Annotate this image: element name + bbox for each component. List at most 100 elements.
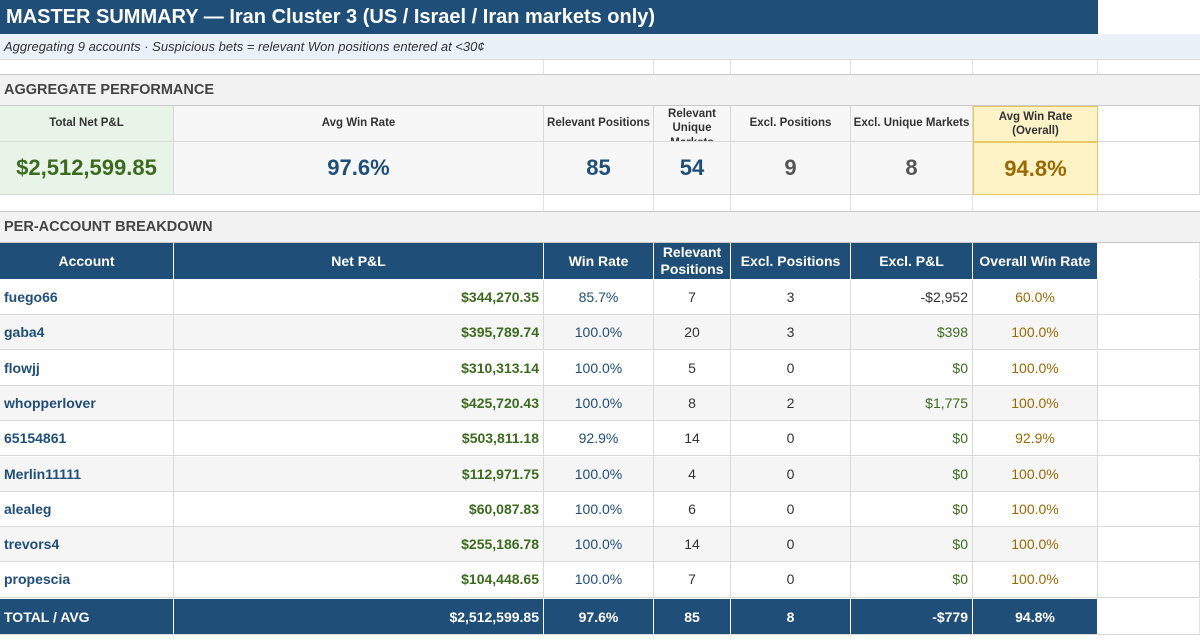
- empty-cell[interactable]: [1098, 456, 1200, 492]
- excl-positions-cell[interactable]: 0: [731, 350, 851, 386]
- net-pnl-cell[interactable]: $425,720.43: [174, 385, 544, 422]
- overall-win-rate-cell[interactable]: 100.0%: [973, 456, 1098, 492]
- sheet-subtitle[interactable]: Aggregating 9 accounts · Suspicious bets…: [0, 34, 1200, 60]
- empty-cell[interactable]: [1098, 350, 1200, 386]
- overall-win-rate-cell[interactable]: 60.0%: [973, 280, 1098, 316]
- excl-pnl-cell[interactable]: $0: [851, 527, 973, 563]
- aggregate-section-label[interactable]: AGGREGATE PERFORMANCE: [0, 74, 1200, 106]
- account-name-cell[interactable]: fuego66: [0, 280, 174, 316]
- overall-win-rate-cell[interactable]: 100.0%: [973, 527, 1098, 563]
- excl-pnl-cell[interactable]: -$2,952: [851, 280, 973, 316]
- relevant-positions-cell[interactable]: 7: [654, 562, 731, 598]
- account-name-cell[interactable]: trevors4: [0, 527, 174, 563]
- total-relevant-positions[interactable]: 85: [654, 599, 731, 635]
- agg-excl-positions[interactable]: 9: [731, 142, 851, 195]
- account-name-cell[interactable]: propescia: [0, 562, 174, 598]
- agg-header-total-net-pnl[interactable]: Total Net P&L: [0, 106, 174, 142]
- agg-excl-unique-markets[interactable]: 8: [851, 142, 973, 195]
- excl-pnl-cell[interactable]: $0: [851, 491, 973, 527]
- net-pnl-cell[interactable]: $395,789.74: [174, 315, 544, 351]
- agg-header-avg-win-rate[interactable]: Avg Win Rate: [174, 106, 544, 142]
- excl-pnl-cell[interactable]: $398: [851, 315, 973, 351]
- excl-pnl-cell[interactable]: $0: [851, 456, 973, 492]
- account-name-cell[interactable]: Merlin11111: [0, 456, 174, 492]
- relevant-positions-cell[interactable]: 8: [654, 385, 731, 422]
- account-name-cell[interactable]: flowjj: [0, 350, 174, 386]
- total-win-rate[interactable]: 97.6%: [544, 599, 654, 635]
- overall-win-rate-cell[interactable]: 92.9%: [973, 421, 1098, 457]
- excl-pnl-cell[interactable]: $0: [851, 421, 973, 457]
- agg-relevant-unique-markets[interactable]: 54: [654, 142, 731, 195]
- empty-cell[interactable]: [1098, 243, 1200, 279]
- win-rate-cell[interactable]: 100.0%: [544, 491, 654, 527]
- net-pnl-cell[interactable]: $255,186.78: [174, 527, 544, 563]
- win-rate-cell[interactable]: 100.0%: [544, 315, 654, 351]
- agg-avg-win-rate-overall[interactable]: 94.8%: [973, 142, 1098, 195]
- relevant-positions-cell[interactable]: 20: [654, 315, 731, 351]
- col-header-relevant-positions[interactable]: Relevant Positions: [654, 243, 731, 279]
- excl-positions-cell[interactable]: 0: [731, 491, 851, 527]
- excl-positions-cell[interactable]: 3: [731, 280, 851, 316]
- overall-win-rate-cell[interactable]: 100.0%: [973, 385, 1098, 422]
- excl-pnl-cell[interactable]: $1,775: [851, 385, 973, 422]
- agg-avg-win-rate[interactable]: 97.6%: [174, 142, 544, 195]
- account-name-cell[interactable]: alealeg: [0, 491, 174, 527]
- empty-cell[interactable]: [1098, 562, 1200, 598]
- relevant-positions-cell[interactable]: 4: [654, 456, 731, 492]
- win-rate-cell[interactable]: 100.0%: [544, 562, 654, 598]
- account-name-cell[interactable]: gaba4: [0, 315, 174, 351]
- overall-win-rate-cell[interactable]: 100.0%: [973, 350, 1098, 386]
- empty-cell[interactable]: [1098, 106, 1200, 142]
- total-excl-pnl[interactable]: -$779: [851, 599, 973, 635]
- col-header-account[interactable]: Account: [0, 243, 174, 279]
- overall-win-rate-cell[interactable]: 100.0%: [973, 491, 1098, 527]
- net-pnl-cell[interactable]: $104,448.65: [174, 562, 544, 598]
- excl-positions-cell[interactable]: 2: [731, 385, 851, 422]
- total-net-pnl[interactable]: $2,512,599.85: [174, 599, 544, 635]
- empty-cell[interactable]: [1098, 315, 1200, 351]
- net-pnl-cell[interactable]: $503,811.18: [174, 421, 544, 457]
- overall-win-rate-cell[interactable]: 100.0%: [973, 315, 1098, 351]
- agg-header-avg-win-rate-overall[interactable]: Avg Win Rate (Overall): [973, 106, 1098, 142]
- empty-cell[interactable]: [1098, 491, 1200, 527]
- account-name-cell[interactable]: whopperlover: [0, 385, 174, 422]
- breakdown-section-label[interactable]: PER-ACCOUNT BREAKDOWN: [0, 211, 1200, 243]
- relevant-positions-cell[interactable]: 14: [654, 527, 731, 563]
- agg-header-excl-unique-markets[interactable]: Excl. Unique Markets: [851, 106, 973, 142]
- total-overall-win-rate[interactable]: 94.8%: [973, 599, 1098, 635]
- agg-relevant-positions[interactable]: 85: [544, 142, 654, 195]
- col-header-excl-pnl[interactable]: Excl. P&L: [851, 243, 973, 279]
- relevant-positions-cell[interactable]: 6: [654, 491, 731, 527]
- agg-total-net-pnl[interactable]: $2,512,599.85: [0, 142, 174, 195]
- win-rate-cell[interactable]: 100.0%: [544, 456, 654, 492]
- excl-positions-cell[interactable]: 0: [731, 456, 851, 492]
- agg-header-excl-positions[interactable]: Excl. Positions: [731, 106, 851, 142]
- col-header-win-rate[interactable]: Win Rate: [544, 243, 654, 279]
- empty-cell[interactable]: [1098, 142, 1200, 195]
- win-rate-cell[interactable]: 92.9%: [544, 421, 654, 457]
- excl-positions-cell[interactable]: 0: [731, 421, 851, 457]
- col-header-overall-win-rate[interactable]: Overall Win Rate: [973, 243, 1098, 279]
- win-rate-cell[interactable]: 100.0%: [544, 385, 654, 422]
- total-account-label[interactable]: TOTAL / AVG: [0, 599, 174, 635]
- net-pnl-cell[interactable]: $310,313.14: [174, 350, 544, 386]
- sheet-title[interactable]: MASTER SUMMARY — Iran Cluster 3 (US / Is…: [0, 0, 1098, 34]
- empty-cell[interactable]: [1098, 280, 1200, 316]
- relevant-positions-cell[interactable]: 5: [654, 350, 731, 386]
- empty-cell[interactable]: [1098, 599, 1200, 635]
- net-pnl-cell[interactable]: $344,270.35: [174, 280, 544, 316]
- total-excl-positions[interactable]: 8: [731, 599, 851, 635]
- win-rate-cell[interactable]: 85.7%: [544, 280, 654, 316]
- col-header-net-pnl[interactable]: Net P&L: [174, 243, 544, 279]
- net-pnl-cell[interactable]: $112,971.75: [174, 456, 544, 492]
- col-header-excl-positions[interactable]: Excl. Positions: [731, 243, 851, 279]
- net-pnl-cell[interactable]: $60,087.83: [174, 491, 544, 527]
- overall-win-rate-cell[interactable]: 100.0%: [973, 562, 1098, 598]
- excl-pnl-cell[interactable]: $0: [851, 562, 973, 598]
- empty-cell[interactable]: [1098, 385, 1200, 422]
- excl-positions-cell[interactable]: 0: [731, 562, 851, 598]
- agg-header-relevant-unique-markets[interactable]: Relevant Unique Markets: [654, 106, 731, 142]
- excl-positions-cell[interactable]: 0: [731, 527, 851, 563]
- relevant-positions-cell[interactable]: 14: [654, 421, 731, 457]
- account-name-cell[interactable]: 65154861: [0, 421, 174, 457]
